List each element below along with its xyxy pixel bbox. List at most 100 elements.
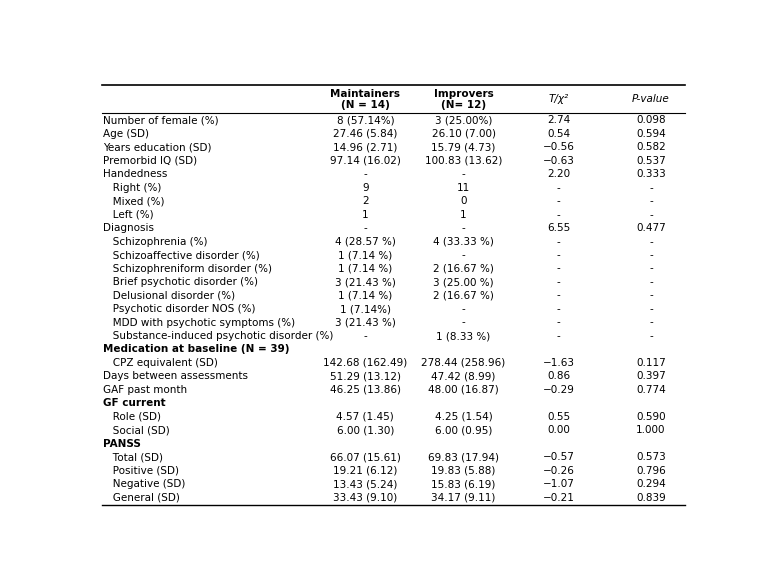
Text: 19.83 (5.88): 19.83 (5.88)	[432, 466, 495, 476]
Text: −0.26: −0.26	[543, 466, 574, 476]
Text: 0.397: 0.397	[636, 371, 666, 381]
Text: -: -	[557, 304, 561, 314]
Text: -: -	[363, 223, 367, 233]
Text: 27.46 (5.84): 27.46 (5.84)	[333, 129, 398, 139]
Text: -: -	[649, 182, 653, 193]
Text: 1 (7.14 %): 1 (7.14 %)	[338, 290, 392, 301]
Text: 34.17 (9.11): 34.17 (9.11)	[432, 493, 495, 503]
Text: 0.86: 0.86	[548, 371, 571, 381]
Text: -: -	[363, 331, 367, 341]
Text: 1 (7.14 %): 1 (7.14 %)	[338, 250, 392, 260]
Text: 0.590: 0.590	[636, 412, 666, 422]
Text: PANSS: PANSS	[103, 439, 141, 449]
Text: Social (SD): Social (SD)	[103, 425, 170, 436]
Text: 2.74: 2.74	[547, 115, 571, 125]
Text: 3 (21.43 %): 3 (21.43 %)	[335, 277, 396, 287]
Text: 0.54: 0.54	[548, 129, 571, 139]
Text: 66.07 (15.61): 66.07 (15.61)	[330, 453, 401, 462]
Text: -: -	[557, 277, 561, 287]
Text: −0.29: −0.29	[543, 385, 574, 395]
Text: 100.83 (13.62): 100.83 (13.62)	[425, 156, 502, 166]
Text: 0.582: 0.582	[636, 142, 666, 152]
Text: CPZ equivalent (SD): CPZ equivalent (SD)	[103, 358, 218, 368]
Text: −1.63: −1.63	[543, 358, 574, 368]
Text: 3 (25.00%): 3 (25.00%)	[435, 115, 492, 125]
Text: -: -	[557, 250, 561, 260]
Text: -: -	[557, 237, 561, 246]
Text: -: -	[462, 250, 465, 260]
Text: 0.098: 0.098	[636, 115, 666, 125]
Text: −0.56: −0.56	[543, 142, 574, 152]
Text: 0.477: 0.477	[636, 223, 666, 233]
Text: -: -	[649, 264, 653, 273]
Text: 0.573: 0.573	[636, 453, 666, 462]
Text: -: -	[363, 169, 367, 179]
Text: Diagnosis: Diagnosis	[103, 223, 154, 233]
Text: 6.00 (0.95): 6.00 (0.95)	[435, 425, 492, 436]
Text: 14.96 (2.71): 14.96 (2.71)	[333, 142, 398, 152]
Text: 4 (33.33 %): 4 (33.33 %)	[433, 237, 494, 246]
Text: -: -	[557, 210, 561, 220]
Text: 48.00 (16.87): 48.00 (16.87)	[429, 385, 499, 395]
Text: Premorbid IQ (SD): Premorbid IQ (SD)	[103, 156, 197, 166]
Text: 1 (7.14%): 1 (7.14%)	[339, 304, 391, 314]
Text: Age (SD): Age (SD)	[103, 129, 149, 139]
Text: 1: 1	[460, 210, 467, 220]
Text: −1.07: −1.07	[543, 479, 574, 489]
Text: 3 (25.00 %): 3 (25.00 %)	[433, 277, 494, 287]
Text: Negative (SD): Negative (SD)	[103, 479, 186, 489]
Text: 69.83 (17.94): 69.83 (17.94)	[428, 453, 499, 462]
Text: 142.68 (162.49): 142.68 (162.49)	[323, 358, 408, 368]
Text: Positive (SD): Positive (SD)	[103, 466, 179, 476]
Text: -: -	[649, 277, 653, 287]
Text: Right (%): Right (%)	[103, 182, 161, 193]
Text: Handedness: Handedness	[103, 169, 167, 179]
Text: 19.21 (6.12): 19.21 (6.12)	[333, 466, 398, 476]
Text: 2.20: 2.20	[548, 169, 571, 179]
Text: −0.57: −0.57	[543, 453, 574, 462]
Text: Delusional disorder (%): Delusional disorder (%)	[103, 290, 235, 301]
Text: 13.43 (5.24): 13.43 (5.24)	[333, 479, 398, 489]
Text: GF current: GF current	[103, 398, 166, 408]
Text: Number of female (%): Number of female (%)	[103, 115, 219, 125]
Text: 0.333: 0.333	[636, 169, 666, 179]
Text: Brief psychotic disorder (%): Brief psychotic disorder (%)	[103, 277, 258, 287]
Text: Improvers
(N= 12): Improvers (N= 12)	[434, 89, 493, 110]
Text: P-value: P-value	[632, 94, 670, 105]
Text: 0.594: 0.594	[636, 129, 666, 139]
Text: -: -	[649, 210, 653, 220]
Text: -: -	[649, 250, 653, 260]
Text: 6.55: 6.55	[547, 223, 571, 233]
Text: Role (SD): Role (SD)	[103, 412, 161, 422]
Text: Years education (SD): Years education (SD)	[103, 142, 212, 152]
Text: -: -	[462, 318, 465, 328]
Text: Psychotic disorder NOS (%): Psychotic disorder NOS (%)	[103, 304, 256, 314]
Text: 0.796: 0.796	[636, 466, 666, 476]
Text: -: -	[649, 304, 653, 314]
Text: 15.79 (4.73): 15.79 (4.73)	[432, 142, 495, 152]
Text: Schizophrenia (%): Schizophrenia (%)	[103, 237, 207, 246]
Text: -: -	[649, 196, 653, 206]
Text: 26.10 (7.00): 26.10 (7.00)	[432, 129, 495, 139]
Text: 8 (57.14%): 8 (57.14%)	[336, 115, 394, 125]
Text: 0.294: 0.294	[636, 479, 666, 489]
Text: 11: 11	[457, 182, 470, 193]
Text: 51.29 (13.12): 51.29 (13.12)	[329, 371, 401, 381]
Text: 0.839: 0.839	[636, 493, 666, 503]
Text: 46.25 (13.86): 46.25 (13.86)	[329, 385, 401, 395]
Text: Substance-induced psychotic disorder (%): Substance-induced psychotic disorder (%)	[103, 331, 333, 341]
Text: -: -	[649, 290, 653, 301]
Text: 0.117: 0.117	[636, 358, 666, 368]
Text: -: -	[557, 264, 561, 273]
Text: −0.21: −0.21	[543, 493, 574, 503]
Text: −0.63: −0.63	[543, 156, 574, 166]
Text: Left (%): Left (%)	[103, 210, 154, 220]
Text: -: -	[557, 196, 561, 206]
Text: T/χ²: T/χ²	[548, 94, 569, 105]
Text: 3 (21.43 %): 3 (21.43 %)	[335, 318, 396, 328]
Text: -: -	[649, 237, 653, 246]
Text: Total (SD): Total (SD)	[103, 453, 163, 462]
Text: 33.43 (9.10): 33.43 (9.10)	[333, 493, 398, 503]
Text: 2: 2	[362, 196, 369, 206]
Text: 278.44 (258.96): 278.44 (258.96)	[422, 358, 505, 368]
